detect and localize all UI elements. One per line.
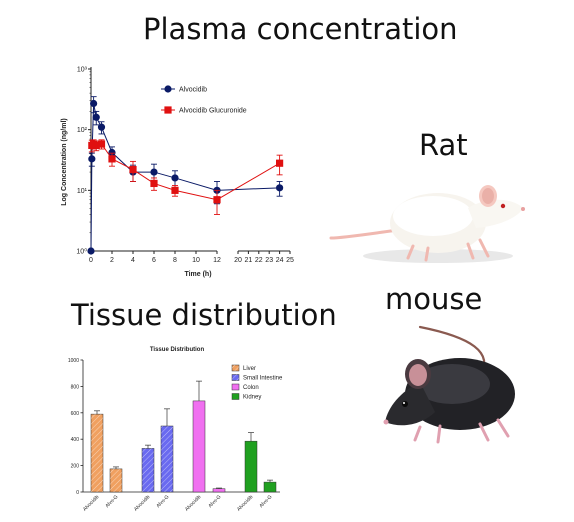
plasma-data-point [108,155,116,163]
plasma-y-axis-label: Log Concentration (ng/ml) [61,118,68,206]
plasma-data-point [97,123,106,131]
plasma-data-point [150,179,158,188]
plasma-x-tick-label: 25 [286,257,294,264]
plasma-data-point [276,184,284,192]
tissue-bar [192,400,206,493]
plasma-data-point [92,113,100,121]
tissue-y-tick-label: 1000 [68,358,79,364]
plasma-x-tick-label: 24 [276,257,284,264]
plasma-x-tick-label: 4 [131,257,135,264]
plasma-x-tick-label: 23 [265,257,273,264]
tissue-x-tick-label: Alvo-G [104,494,119,509]
tissue-legend-swatch [231,393,240,400]
plasma-x-tick-label: 6 [152,257,156,264]
plasma-data-point [87,247,95,255]
plasma-x-tick-label: 10 [192,257,200,264]
plasma-data-point [92,141,100,150]
plasma-y-tick-label: 10² [77,127,88,134]
tissue-x-tick-label: Alvocidib [184,494,203,513]
tissue-legend-label: Colon [243,385,259,391]
plasma-x-axis-label: Time (h) [184,271,211,278]
plasma-x-tick-label: 12 [213,257,221,264]
tissue-bar-hatch [110,468,122,492]
mouse-heading: mouse [385,282,483,316]
tissue-y-tick-label: 800 [71,384,80,390]
plasma-data-point [276,159,284,167]
tissue-legend-label: Kidney [243,395,261,401]
plasma-x-tick-label: 0 [89,257,93,264]
tissue-chart-title: Tissue Distribution [150,347,205,353]
rat-icon [329,185,525,263]
tissue-bar-hatch [91,414,103,492]
plasma-y-tick-label: 10¹ [77,188,88,195]
plasma-x-tick-label: 8 [173,257,177,264]
tissue-x-tick-label: Alvocidib [236,494,255,513]
plasma-data-point [150,168,158,176]
plasma-y-tick-label: 10⁰ [76,248,87,256]
tissue-legend-swatch [231,383,240,391]
tissue-x-tick-label: Alvo-G [155,494,170,509]
plasma-data-point [88,155,96,163]
tissue-bar [244,440,258,493]
plasma-data-point [108,148,116,157]
tissue-bar [263,481,277,493]
plasma-data-point [129,165,137,174]
mouse-icon [383,325,515,444]
plasma-data-point [171,186,179,194]
tissue-y-tick-label: 0 [76,490,79,496]
rat-heading: Rat [419,128,468,162]
tissue-legend-hatch [232,365,239,371]
tissue-x-tick-label: Alvo-G [207,494,222,509]
tissue-x-tick-label: Alvocidib [82,494,101,513]
tissue-y-tick-label: 200 [71,464,80,470]
tissue-bar-hatch [161,426,173,492]
tissue-legend-label: Liver [243,366,256,372]
tissue-bar [212,488,226,493]
plasma-legend-label: Alvocidib Glucuronide [179,108,247,115]
plasma-x-tick-label: 22 [255,257,263,264]
tissue-legend-label: Small Intestine [243,376,283,382]
tissue-legend-hatch [232,374,239,381]
plasma-x-tick-label: 21 [245,257,253,264]
tissue-bar-hatch [142,448,154,492]
plasma-x-tick-label: 2 [110,257,114,264]
plasma-heading: Plasma concentration [143,12,458,46]
plasma-legend-label: Alvocidib [179,87,207,94]
plasma-data-point [171,174,179,182]
plasma-data-point [97,140,106,148]
plasma-legend-marker [164,85,172,93]
tissue-y-tick-label: 600 [71,411,80,417]
tissue-x-tick-label: Alvo-G [258,494,273,509]
plasma-x-tick-label: 20 [234,257,242,264]
plasma-legend-marker [164,106,172,114]
plasma-data-point [213,196,221,204]
tissue-x-tick-label: Alvocidib [133,494,152,513]
tissue-y-tick-label: 400 [71,437,80,443]
plasma-data-point [90,99,98,108]
plasma-y-tick-label: 10³ [77,67,88,74]
tissue-heading: Tissue distribution [71,298,337,332]
